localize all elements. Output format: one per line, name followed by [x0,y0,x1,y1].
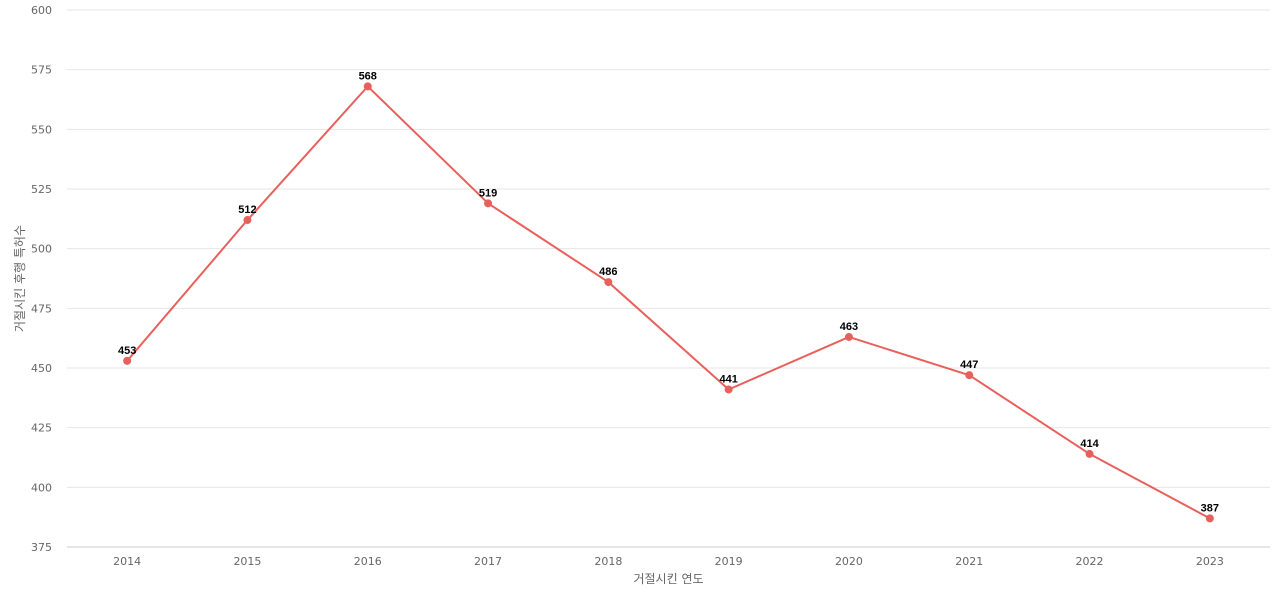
data-label: 512 [238,204,256,216]
data-point [604,278,613,287]
y-tick-label: 575 [31,64,52,77]
data-point [724,385,733,394]
data-label: 486 [599,266,617,278]
y-axis: 375 400 425 450 475 500 525 550 575 600 [31,4,52,554]
x-tick-label: 2018 [594,555,622,568]
y-tick-label: 600 [31,4,52,17]
x-tick-label: 2014 [113,555,141,568]
data-point [1085,449,1094,458]
data-label: 414 [1080,438,1099,450]
y-tick-label: 550 [31,123,52,136]
data-point [484,199,493,208]
data-point [1205,514,1214,523]
data-label: 453 [118,345,136,357]
data-labels: 453 512 568 519 486 441 463 447 414 387 [118,70,1219,514]
data-label: 441 [719,373,737,385]
data-label: 568 [359,70,377,82]
data-point [363,82,372,91]
y-tick-label: 425 [31,422,52,435]
data-point [844,332,853,341]
x-tick-label: 2023 [1196,555,1224,568]
data-point [243,216,252,225]
data-label: 387 [1201,502,1219,514]
series [123,82,1214,523]
gridlines [67,9,1270,548]
x-tick-label: 2020 [835,555,863,568]
x-axis-title: 거절시킨 연도 [633,572,703,586]
x-tick-label: 2017 [474,555,502,568]
x-axis: 2014 2015 2016 2017 2018 2019 2020 2021 2022 2023 [113,555,1224,568]
data-point [965,371,974,380]
y-tick-label: 450 [31,362,52,375]
x-tick-label: 2016 [354,555,382,568]
y-tick-label: 525 [31,183,52,196]
y-tick-label: 375 [31,541,52,554]
y-tick-label: 500 [31,243,52,256]
y-tick-label: 475 [31,302,52,315]
data-label: 447 [960,359,978,371]
data-label: 519 [479,187,497,199]
x-tick-label: 2021 [955,555,983,568]
x-tick-label: 2022 [1076,555,1104,568]
y-tick-label: 400 [31,481,52,494]
series-line [126,85,1211,520]
data-point [123,356,132,365]
x-tick-label: 2015 [233,555,261,568]
x-tick-label: 2019 [715,555,743,568]
y-axis-title: 거절시킨 후행 특허수 [12,225,27,332]
data-label: 463 [840,321,858,333]
